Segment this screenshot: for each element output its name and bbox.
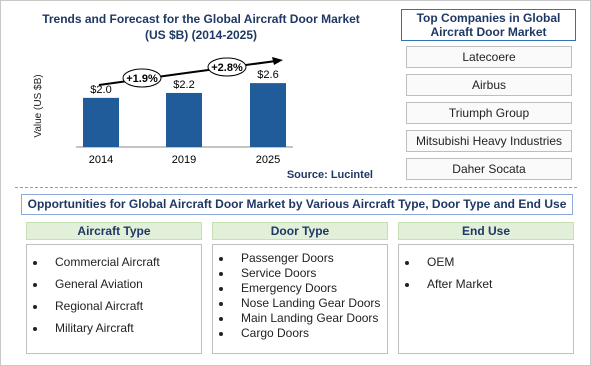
list-item: Military Aircraft xyxy=(47,317,201,339)
column-header: Door Type xyxy=(212,222,388,240)
list-item: Regional Aircraft xyxy=(47,295,201,317)
x-tick-label: 2019 xyxy=(172,154,196,166)
company: Triumph Group xyxy=(406,102,572,124)
bullet-list: Commercial AircraftGeneral AviationRegio… xyxy=(27,251,201,339)
annotation-bubble xyxy=(122,68,162,88)
company: Latecoere xyxy=(406,46,572,68)
value-label: $2.0 xyxy=(90,84,111,96)
list-item: OEM xyxy=(419,251,573,273)
x-tick-label: 2025 xyxy=(256,154,280,166)
source: Source: Lucintel xyxy=(287,169,373,181)
companies-title: Top Companies in Global Aircraft Door Ma… xyxy=(401,9,576,41)
x-tick-label: 2014 xyxy=(89,154,113,166)
chart: Trends and Forecast for the Global Aircr… xyxy=(33,12,373,181)
bar xyxy=(250,83,286,147)
chart-subtitle: (US $B) (2014-2025) xyxy=(145,28,257,42)
bullet-list: OEMAfter Market xyxy=(399,251,573,295)
list-item: After Market xyxy=(419,273,573,295)
value-label: $2.6 xyxy=(257,69,278,81)
list-item: Emergency Doors xyxy=(233,281,387,296)
value-label: $2.2 xyxy=(173,79,194,91)
list-item: General Aviation xyxy=(47,273,201,295)
list-item: Passenger Doors xyxy=(233,251,387,266)
column-body: OEMAfter Market xyxy=(398,244,574,354)
bullet-list: Passenger DoorsService DoorsEmergency Do… xyxy=(213,251,387,341)
column-header: End Use xyxy=(398,222,574,240)
column-header: Aircraft Type xyxy=(26,222,202,240)
annotation: +2.8% xyxy=(211,62,243,74)
list-item: Service Doors xyxy=(233,266,387,281)
company: Airbus xyxy=(406,74,572,96)
arrow-head xyxy=(272,57,283,65)
annotation: +1.9% xyxy=(126,73,158,85)
list-item: Cargo Doors xyxy=(233,326,387,341)
column-body: Passenger DoorsService DoorsEmergency Do… xyxy=(212,244,388,354)
company: Daher Socata xyxy=(406,158,572,180)
company: Mitsubishi Heavy Industries xyxy=(406,130,572,152)
separator xyxy=(15,187,577,188)
bar xyxy=(166,92,202,147)
y-axis-label: Value (US $B) xyxy=(33,74,44,137)
list-item: Nose Landing Gear Doors xyxy=(233,296,387,311)
bar xyxy=(83,97,119,147)
column-body: Commercial AircraftGeneral AviationRegio… xyxy=(26,244,202,354)
annotation-bubble xyxy=(207,57,247,77)
list-item: Commercial Aircraft xyxy=(47,251,201,273)
list-item: Main Landing Gear Doors xyxy=(233,311,387,326)
chart-title: Trends and Forecast for the Global Aircr… xyxy=(42,12,360,26)
opportunities-title: Opportunities for Global Aircraft Door M… xyxy=(21,194,573,215)
